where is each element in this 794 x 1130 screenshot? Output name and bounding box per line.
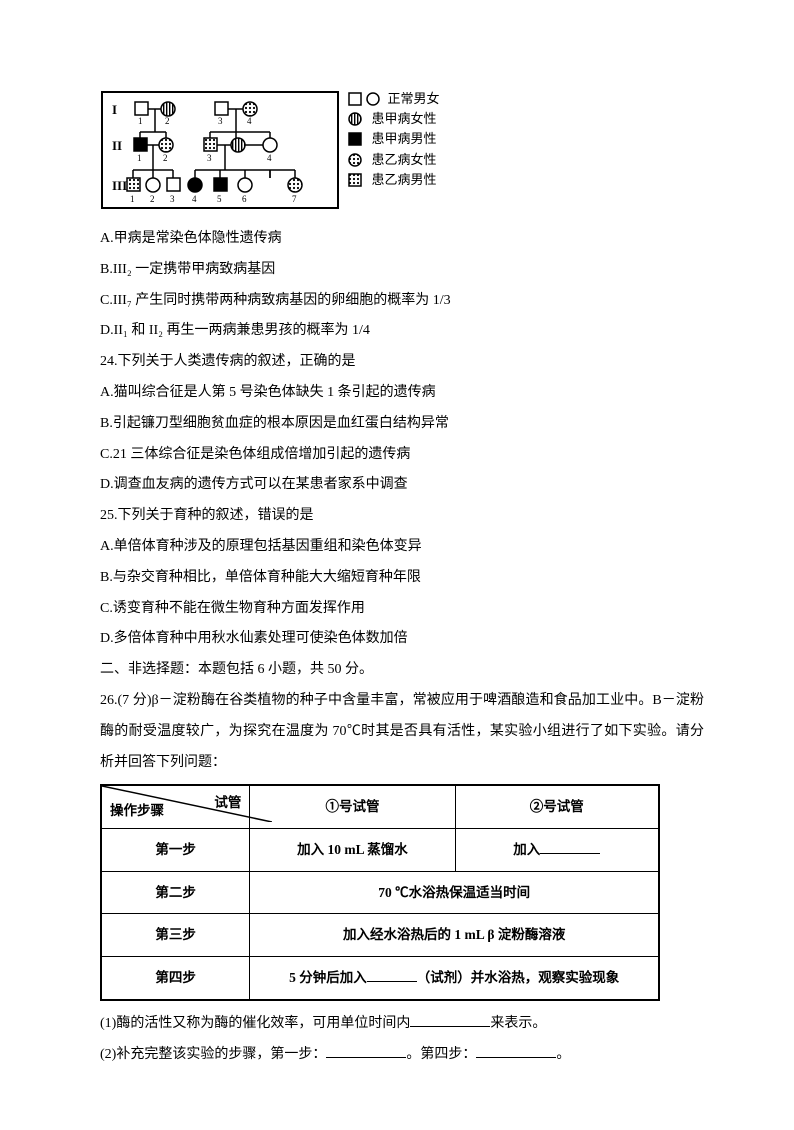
q25-A: A.单倍体育种涉及的原理包括基因重组和染色体变异 bbox=[100, 532, 704, 563]
q26-sub2-c: 。 bbox=[556, 1047, 570, 1062]
q26-sub1-b: 来表示。 bbox=[490, 1016, 546, 1031]
option-A: A.甲病是常染色体隐性遗传病 bbox=[100, 224, 704, 255]
experiment-table: 操作步骤 试管 ①号试管 ②号试管 第一步 加入 10 mL 蒸馏水 加入 第二… bbox=[100, 784, 660, 1000]
svg-text:6: 6 bbox=[242, 194, 247, 204]
pedigree-legend: 正常男女 患甲病女性 患甲病男性 患乙病女性 患乙病男性 bbox=[348, 90, 440, 191]
q26-sub2-a: (2)补充完整该实验的步骤，第一步： bbox=[100, 1047, 326, 1062]
table-row3-c: 加入经水浴热后的 1 mL β 淀粉酶溶液 bbox=[250, 914, 659, 957]
legend-jia-male: 患甲病男性 bbox=[372, 130, 437, 148]
q24-C: C.21 三体综合征是染色体组成倍增加引起的遗传病 bbox=[100, 440, 704, 471]
pedigree-diagram: I II III 1 2 3 4 1 2 bbox=[100, 90, 340, 210]
option-D: D.II₁ 和 II₂ 再生一两病兼患男孩的概率为 1/4 bbox=[100, 316, 704, 347]
q26-sub2-b: 。第四步： bbox=[406, 1047, 476, 1062]
svg-text:2: 2 bbox=[165, 116, 170, 126]
q24-stem: 24.下列关于人类遗传病的叙述，正确的是 bbox=[100, 347, 704, 378]
table-row2-c: 70 ℃水浴热保温适当时间 bbox=[250, 871, 659, 914]
legend-normal: 正常男女 bbox=[388, 90, 440, 108]
svg-text:II: II bbox=[112, 138, 122, 153]
q24-D: D.调查血友病的遗传方式可以在某患者家系中调查 bbox=[100, 470, 704, 501]
q26-sub1-blank bbox=[410, 1010, 490, 1026]
row1-c2-prefix: 加入 bbox=[513, 842, 540, 857]
svg-text:1: 1 bbox=[138, 116, 143, 126]
table-row3-label: 第三步 bbox=[101, 914, 250, 957]
section2-heading: 二、非选择题：本题包括 6 小题，共 50 分。 bbox=[100, 655, 704, 686]
row1-blank bbox=[540, 838, 600, 854]
row4-prefix: 5 分钟后加入 bbox=[289, 970, 367, 985]
pedigree-figure: I II III 1 2 3 4 1 2 bbox=[100, 90, 470, 210]
svg-text:4: 4 bbox=[267, 153, 272, 163]
svg-text:III: III bbox=[112, 178, 127, 193]
legend-jia-female: 患甲病女性 bbox=[372, 110, 437, 128]
table-header-diag: 操作步骤 试管 bbox=[101, 785, 250, 828]
q25-D: D.多倍体育种中用秋水仙素处理可使染色体数加倍 bbox=[100, 624, 704, 655]
table-row2-label: 第二步 bbox=[101, 871, 250, 914]
q26-sub2-blank1 bbox=[326, 1041, 406, 1057]
q24-A: A.猫叫综合征是人第 5 号染色体缺失 1 条引起的遗传病 bbox=[100, 378, 704, 409]
option-C: C.III₇ 产生同时携带两种病致病基因的卵细胞的概率为 1/3 bbox=[100, 286, 704, 317]
table-tube1: ①号试管 bbox=[250, 785, 455, 828]
svg-text:2: 2 bbox=[150, 194, 155, 204]
legend-yi-male: 患乙病男性 bbox=[372, 171, 437, 189]
table-row4-c: 5 分钟后加入 （试剂）并水浴热，观察实验现象 bbox=[250, 957, 659, 1000]
table-row1-label: 第一步 bbox=[101, 829, 250, 872]
svg-text:5: 5 bbox=[217, 194, 222, 204]
table-row4-label: 第四步 bbox=[101, 957, 250, 1000]
table-tube2: ②号试管 bbox=[455, 785, 659, 828]
table-hdr-step: 操作步骤 bbox=[110, 796, 164, 826]
svg-text:4: 4 bbox=[247, 116, 252, 126]
svg-text:3: 3 bbox=[218, 116, 223, 126]
legend-yi-female: 患乙病女性 bbox=[372, 151, 437, 169]
svg-text:I: I bbox=[112, 102, 117, 117]
svg-text:2: 2 bbox=[163, 153, 168, 163]
q25-C: C.诱变育种不能在微生物育种方面发挥作用 bbox=[100, 594, 704, 625]
q26-sub2-blank2 bbox=[476, 1041, 556, 1057]
q26-sub1-a: (1)酶的活性又称为酶的催化效率，可用单位时间内 bbox=[100, 1016, 410, 1031]
option-B: B.III₂ 一定携带甲病致病基因 bbox=[100, 255, 704, 286]
table-hdr-tube: 试管 bbox=[214, 788, 241, 818]
q26-stem: 26.(7 分)β－淀粉酶在谷类植物的种子中含量丰富，常被应用于啤酒酿造和食品加… bbox=[100, 686, 704, 778]
svg-text:1: 1 bbox=[130, 194, 135, 204]
q25-B: B.与杂交育种相比，单倍体育种能大大缩短育种年限 bbox=[100, 563, 704, 594]
row4-blank bbox=[367, 966, 417, 982]
svg-text:3: 3 bbox=[207, 153, 212, 163]
q26-sub1: (1)酶的活性又称为酶的催化效率，可用单位时间内 来表示。 bbox=[100, 1009, 704, 1040]
svg-text:7: 7 bbox=[292, 194, 297, 204]
table-row1-c2: 加入 bbox=[455, 829, 659, 872]
table-row1-c1: 加入 10 mL 蒸馏水 bbox=[250, 829, 455, 872]
q26-sub2: (2)补充完整该实验的步骤，第一步： 。第四步： 。 bbox=[100, 1040, 704, 1071]
q24-B: B.引起镰刀型细胞贫血症的根本原因是血红蛋白结构异常 bbox=[100, 409, 704, 440]
svg-text:4: 4 bbox=[192, 194, 197, 204]
svg-text:3: 3 bbox=[170, 194, 175, 204]
svg-text:1: 1 bbox=[137, 153, 142, 163]
q25-stem: 25.下列关于育种的叙述，错误的是 bbox=[100, 501, 704, 532]
row4-suffix: （试剂）并水浴热，观察实验现象 bbox=[417, 970, 620, 985]
